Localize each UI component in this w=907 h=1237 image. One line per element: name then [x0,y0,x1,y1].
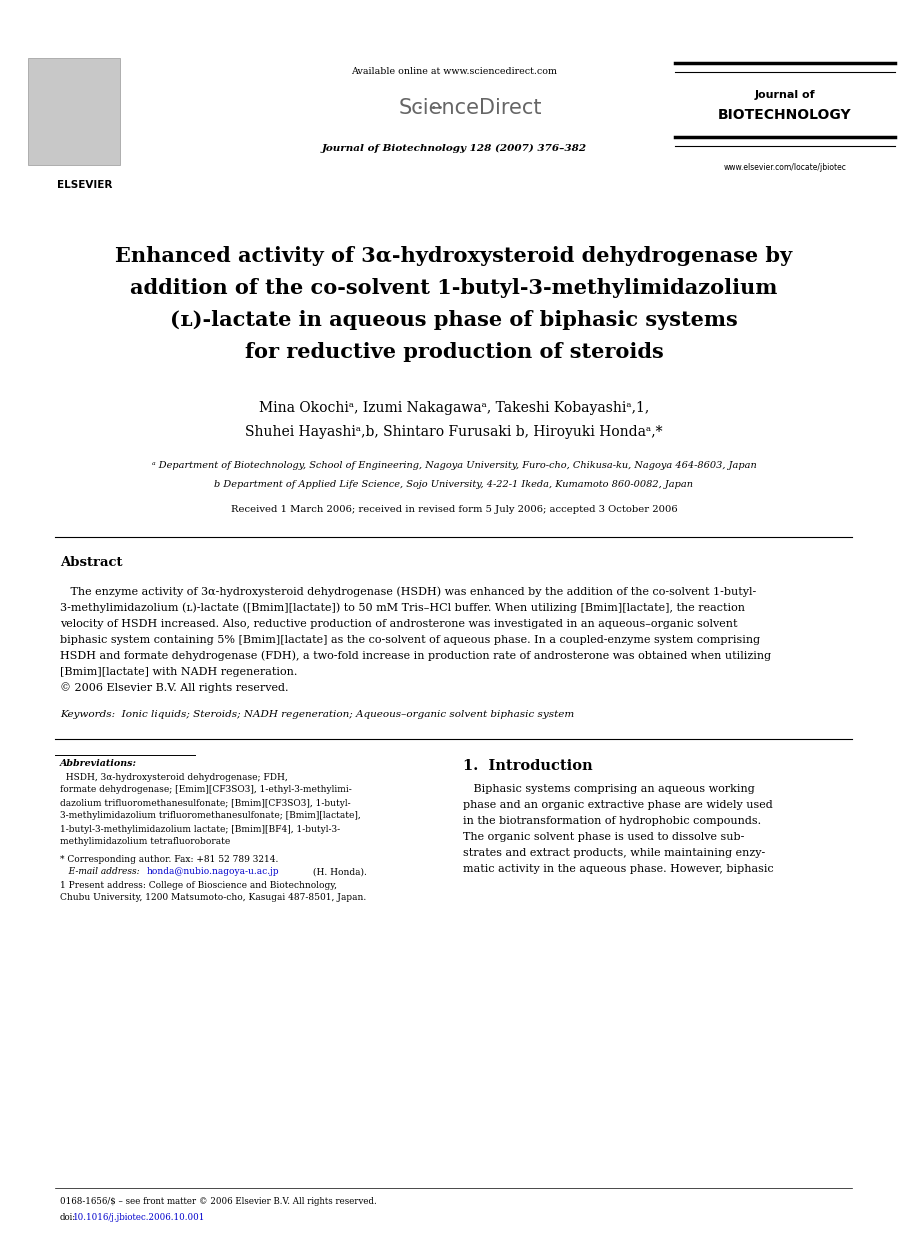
Text: matic activity in the aqueous phase. However, biphasic: matic activity in the aqueous phase. How… [463,863,774,875]
Text: phase and an organic extractive phase are widely used: phase and an organic extractive phase ar… [463,800,773,810]
Text: (H. Honda).: (H. Honda). [310,867,366,877]
Text: ELSEVIER: ELSEVIER [57,181,112,190]
Text: 1.  Introduction: 1. Introduction [463,760,592,773]
Text: Abbreviations:: Abbreviations: [60,758,137,767]
Text: © 2006 Elsevier B.V. All rights reserved.: © 2006 Elsevier B.V. All rights reserved… [60,683,288,694]
Text: Journal of Biotechnology 128 (2007) 376–382: Journal of Biotechnology 128 (2007) 376–… [321,143,587,152]
Text: biphasic system containing 5% [Bmim][lactate] as the co-solvent of aqueous phase: biphasic system containing 5% [Bmim][lac… [60,635,760,644]
Text: honda@nubio.nagoya-u.ac.jp: honda@nubio.nagoya-u.ac.jp [147,867,279,877]
Text: ScienceDirect: ScienceDirect [398,98,541,118]
Text: strates and extract products, while maintaining enzy-: strates and extract products, while main… [463,849,766,858]
Text: Journal of: Journal of [755,90,815,100]
Text: Enhanced activity of 3α-hydroxysteroid dehydrogenase by: Enhanced activity of 3α-hydroxysteroid d… [115,246,793,266]
Text: methylimidazolium tetrafluoroborate: methylimidazolium tetrafluoroborate [60,837,230,846]
Text: Received 1 March 2006; received in revised form 5 July 2006; accepted 3 October : Received 1 March 2006; received in revis… [230,506,678,515]
Text: dazolium trifluoromethanesulfonate; [Bmim][CF3SO3], 1-butyl-: dazolium trifluoromethanesulfonate; [Bmi… [60,799,351,808]
Text: The organic solvent phase is used to dissolve sub-: The organic solvent phase is used to dis… [463,833,745,842]
Text: in the biotransformation of hydrophobic compounds.: in the biotransformation of hydrophobic … [463,816,761,826]
Text: 1-butyl-3-methylimidazolium lactate; [Bmim][BF4], 1-butyl-3-: 1-butyl-3-methylimidazolium lactate; [Bm… [60,825,340,834]
Text: b Department of Applied Life Science, Sojo University, 4-22-1 Ikeda, Kumamoto 86: b Department of Applied Life Science, So… [214,480,694,489]
Text: Biphasic systems comprising an aqueous working: Biphasic systems comprising an aqueous w… [463,784,755,794]
Text: 0168-1656/$ – see front matter © 2006 Elsevier B.V. All rights reserved.: 0168-1656/$ – see front matter © 2006 El… [60,1196,376,1206]
Text: 3-methylimidazolium (ʟ)-lactate ([Bmim][lactate]) to 50 mM Tris–HCl buffer. When: 3-methylimidazolium (ʟ)-lactate ([Bmim][… [60,602,745,614]
Text: * Corresponding author. Fax: +81 52 789 3214.: * Corresponding author. Fax: +81 52 789 … [60,855,278,863]
Text: The enzyme activity of 3α-hydroxysteroid dehydrogenase (HSDH) was enhanced by th: The enzyme activity of 3α-hydroxysteroid… [60,586,756,597]
Text: ᵃ Department of Biotechnology, School of Engineering, Nagoya University, Furo-ch: ᵃ Department of Biotechnology, School of… [151,461,756,470]
Text: formate dehydrogenase; [Emim][CF3SO3], 1-ethyl-3-methylimi-: formate dehydrogenase; [Emim][CF3SO3], 1… [60,785,352,794]
Text: www.elsevier.com/locate/jbiotec: www.elsevier.com/locate/jbiotec [724,163,846,172]
Text: •  ••: • •• [416,103,444,113]
Text: [Bmim][lactate] with NADH regeneration.: [Bmim][lactate] with NADH regeneration. [60,667,297,677]
Text: 10.1016/j.jbiotec.2006.10.001: 10.1016/j.jbiotec.2006.10.001 [73,1213,205,1222]
Text: Shuhei Hayashiᵃ,b, Shintaro Furusaki b, Hiroyuki Hondaᵃ,*: Shuhei Hayashiᵃ,b, Shintaro Furusaki b, … [245,426,663,439]
Text: addition of the co-solvent 1-butyl-3-methylimidazolium: addition of the co-solvent 1-butyl-3-met… [131,278,777,298]
Text: Abstract: Abstract [60,555,122,569]
Text: E-mail address:: E-mail address: [60,867,142,877]
Text: 1 Present address: College of Bioscience and Biotechnology,: 1 Present address: College of Bioscience… [60,881,337,889]
Text: HSDH and formate dehydrogenase (FDH), a two-fold increase in production rate of : HSDH and formate dehydrogenase (FDH), a … [60,651,771,662]
Text: 3-methylimidazolium trifluoromethanesulfonate; [Bmim][lactate],: 3-methylimidazolium trifluoromethanesulf… [60,811,361,820]
Text: Available online at www.sciencedirect.com: Available online at www.sciencedirect.co… [351,68,557,77]
Text: Keywords:  Ionic liquids; Steroids; NADH regeneration; Aqueous–organic solvent b: Keywords: Ionic liquids; Steroids; NADH … [60,710,574,719]
Text: BIOTECHNOLOGY: BIOTECHNOLOGY [718,108,852,122]
Text: doi:: doi: [60,1213,76,1222]
Text: velocity of HSDH increased. Also, reductive production of androsterone was inves: velocity of HSDH increased. Also, reduct… [60,618,737,628]
Text: Chubu University, 1200 Matsumoto-cho, Kasugai 487-8501, Japan.: Chubu University, 1200 Matsumoto-cho, Ka… [60,893,366,903]
FancyBboxPatch shape [28,58,120,165]
Text: (ʟ)-lactate in aqueous phase of biphasic systems: (ʟ)-lactate in aqueous phase of biphasic… [171,310,738,330]
Text: HSDH, 3α-hydroxysteroid dehydrogenase; FDH,: HSDH, 3α-hydroxysteroid dehydrogenase; F… [60,772,288,782]
Text: Mina Okochiᵃ, Izumi Nakagawaᵃ, Takeshi Kobayashiᵃ,1,: Mina Okochiᵃ, Izumi Nakagawaᵃ, Takeshi K… [258,401,649,414]
Text: for reductive production of steroids: for reductive production of steroids [245,341,663,362]
